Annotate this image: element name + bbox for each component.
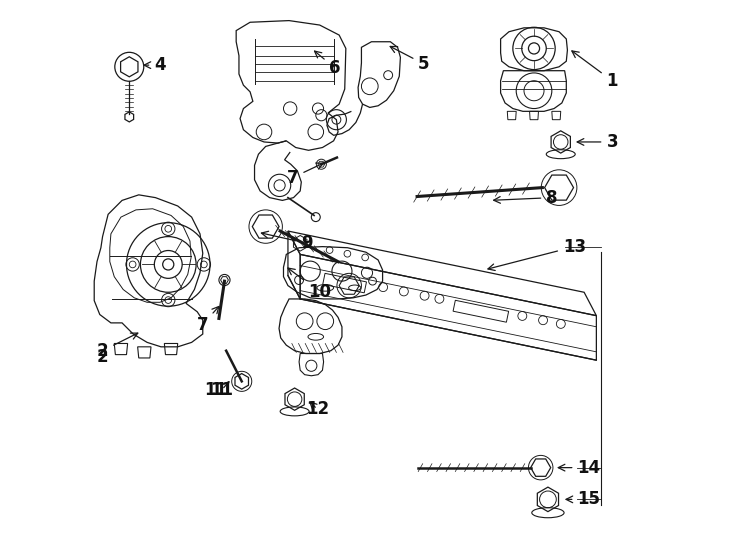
Text: 8: 8: [494, 188, 558, 207]
Text: 9: 9: [261, 231, 313, 252]
Text: 5: 5: [390, 46, 429, 73]
Text: 7: 7: [197, 307, 219, 334]
Text: 6: 6: [315, 51, 341, 77]
Text: 2: 2: [97, 348, 109, 366]
Text: 10: 10: [288, 268, 332, 301]
Text: 1: 1: [572, 51, 618, 90]
Text: 11: 11: [211, 381, 233, 399]
Text: 11: 11: [204, 381, 227, 399]
Text: 15: 15: [566, 490, 600, 508]
Text: 2: 2: [97, 333, 138, 360]
Text: 4: 4: [144, 56, 166, 74]
Text: 14: 14: [559, 458, 600, 477]
Text: 12: 12: [306, 400, 329, 418]
Text: 13: 13: [488, 238, 586, 271]
Text: 7: 7: [287, 163, 323, 187]
Text: 3: 3: [577, 133, 618, 151]
